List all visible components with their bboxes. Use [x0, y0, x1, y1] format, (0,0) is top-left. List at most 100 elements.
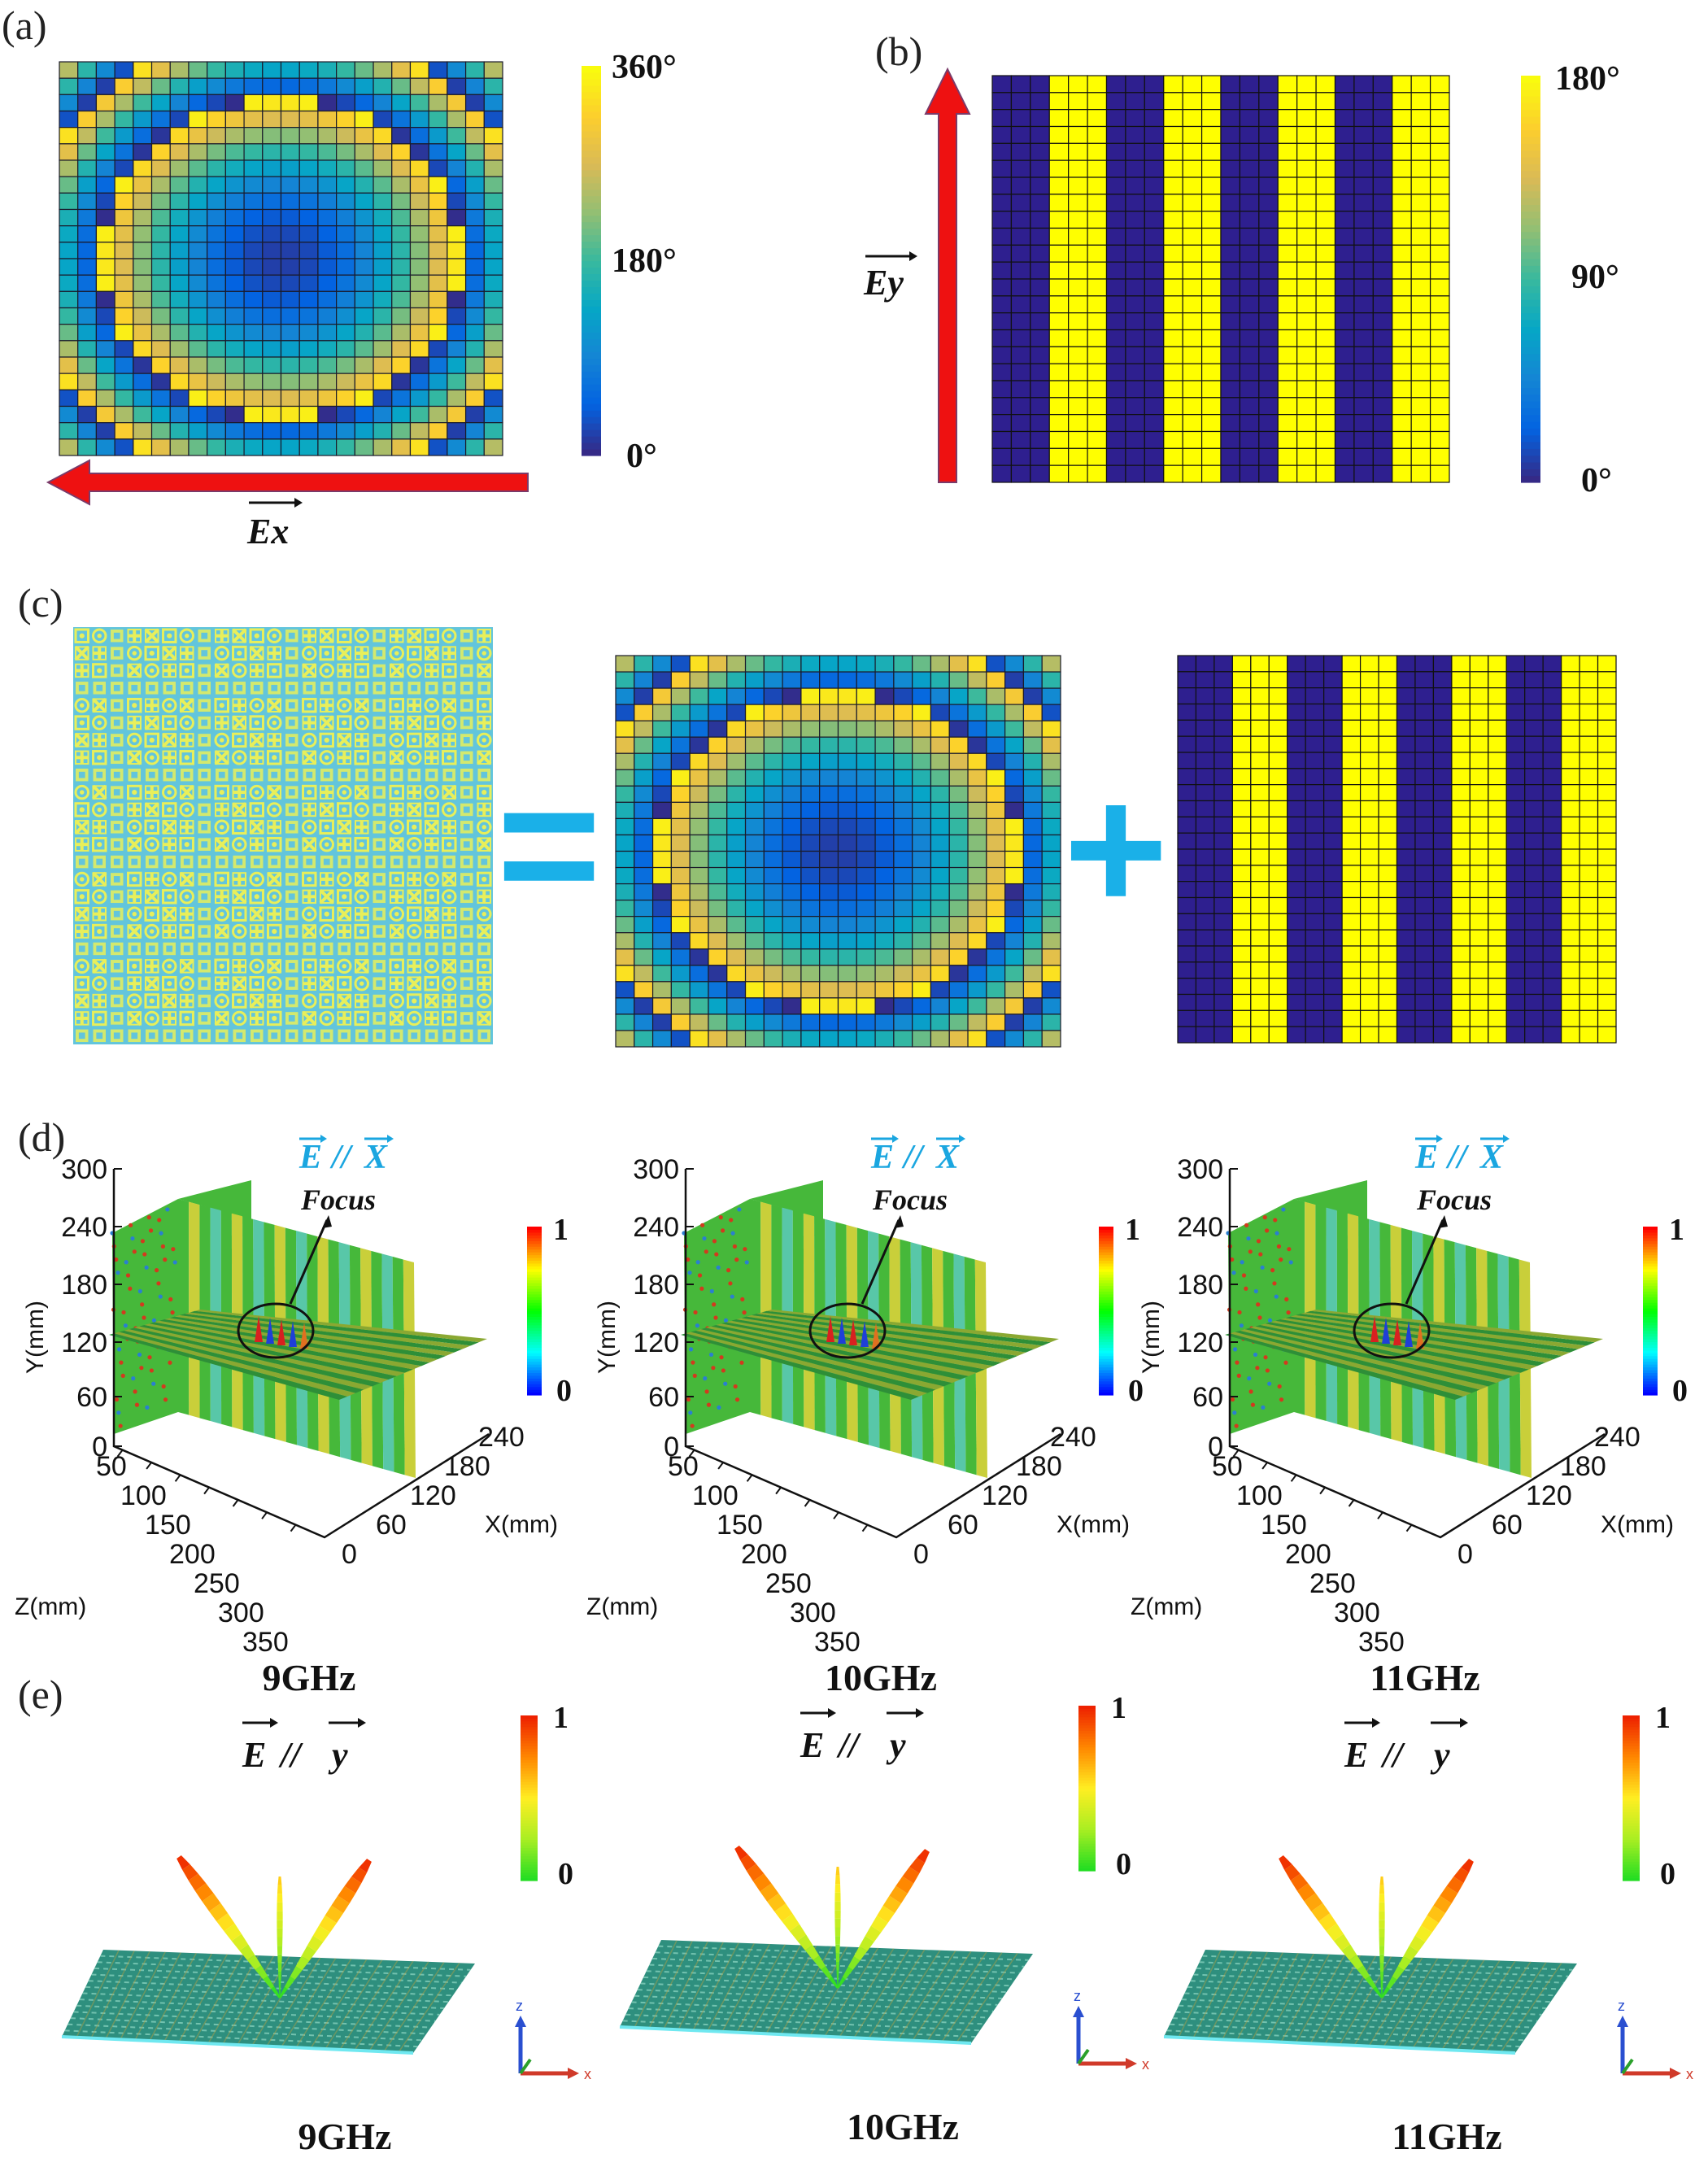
colorbar-segment — [1078, 1848, 1096, 1852]
unit-cell — [407, 785, 421, 800]
phase-cell — [207, 94, 226, 112]
phase-cell — [1195, 784, 1215, 802]
phase-cell — [1372, 414, 1393, 433]
phase-cell — [1505, 752, 1526, 769]
phase-cell — [1258, 430, 1279, 449]
phase-cell — [207, 356, 226, 374]
phase-cell — [1239, 125, 1260, 144]
phase-cell — [986, 850, 1006, 869]
lobe-segment — [319, 1915, 338, 1933]
lobe-segment — [734, 1845, 748, 1860]
colorbar-segment — [1521, 428, 1540, 436]
phase-cell — [1469, 752, 1489, 769]
phase-cell — [1429, 312, 1450, 331]
lobe-segment — [1380, 1986, 1390, 1999]
phase-cell — [819, 948, 839, 966]
unit-cell — [249, 697, 264, 713]
phase-cell — [409, 77, 429, 95]
colorbar-segment — [1623, 1756, 1640, 1760]
phase-cell — [1505, 735, 1526, 753]
phase-cell — [95, 373, 115, 390]
phase-cell — [1144, 125, 1165, 144]
unit-cell — [390, 976, 404, 991]
phase-cell — [1125, 109, 1145, 128]
unit-cell — [373, 629, 386, 643]
phase-cell — [1579, 896, 1599, 914]
phase-cell — [1323, 703, 1343, 721]
unit-cell — [249, 715, 264, 730]
phase-cell — [1195, 671, 1215, 689]
phase-cell — [464, 274, 485, 292]
phase-cell — [1359, 832, 1379, 850]
phase-cell — [634, 752, 654, 770]
phase-cell — [1414, 881, 1435, 899]
phase-cell — [744, 932, 765, 950]
phase-cell — [986, 932, 1006, 950]
phase-cell — [819, 866, 839, 885]
phase-cell — [856, 736, 876, 754]
phase-cell — [1239, 177, 1260, 195]
phase-cell — [800, 1013, 821, 1031]
phase-cell — [1392, 414, 1412, 433]
phase-cell — [298, 77, 319, 95]
phase-cell — [1022, 655, 1043, 673]
phase-cell — [856, 655, 876, 673]
colorbar-segment — [521, 1798, 538, 1802]
phase-cell — [1287, 978, 1306, 996]
phase-cell — [670, 801, 691, 820]
lobe-segment — [834, 1884, 841, 1893]
phase-cell — [1305, 1026, 1325, 1044]
unit-cell — [425, 663, 439, 678]
phase-cell — [1163, 75, 1183, 94]
phase-cell — [1597, 913, 1617, 931]
unit-cell — [181, 942, 194, 956]
phase-cell — [1004, 883, 1025, 901]
phase-cell — [1195, 687, 1215, 705]
phase-cell — [1177, 800, 1197, 817]
phase-cell — [1315, 125, 1336, 144]
phase-cell — [1414, 929, 1435, 947]
phase-cell — [1315, 109, 1336, 128]
phase-cell — [1177, 1009, 1197, 1027]
phase-cell — [837, 769, 857, 787]
phase-cell — [262, 208, 282, 227]
phase-cell — [1505, 832, 1526, 850]
unit-cell — [407, 836, 422, 852]
lobe-segment — [909, 1857, 926, 1874]
phase-cell — [744, 655, 765, 673]
field-stripe — [1296, 1314, 1579, 1353]
phase-cell — [670, 655, 691, 673]
phase-cell — [1323, 687, 1343, 705]
phase-cell — [1392, 312, 1412, 331]
phase-cell — [1561, 752, 1580, 769]
colorbar-segment — [1099, 1361, 1113, 1365]
colorbar-segment — [527, 1283, 542, 1287]
lobe-segment — [1446, 1876, 1464, 1894]
phase-cell — [447, 389, 467, 408]
phase-cell — [298, 405, 319, 424]
colorbar-segment — [1521, 143, 1540, 151]
unit-cell — [251, 682, 264, 695]
colorbar-segment — [527, 1237, 542, 1241]
phase-cell — [1125, 312, 1145, 331]
colorbar-segment — [1521, 157, 1540, 164]
phase-cell — [986, 687, 1006, 705]
phase-cell — [373, 192, 393, 211]
unit-cell — [319, 1010, 334, 1027]
triad-z-label: z — [1074, 1988, 1081, 2004]
phase-cell — [689, 965, 709, 983]
phase-cell — [1022, 997, 1043, 1015]
phase-cell — [391, 77, 412, 95]
colorbar-segment — [582, 189, 601, 197]
unit-cell — [337, 993, 352, 1009]
unit-cell — [460, 716, 473, 730]
phase-cell — [1334, 447, 1355, 466]
unit-cell — [477, 958, 492, 974]
unit-cell — [144, 628, 159, 643]
phase-cell — [1030, 109, 1050, 128]
lobe-segment — [1414, 1925, 1432, 1942]
phase-cell — [948, 1030, 969, 1048]
phase-cell — [77, 208, 98, 227]
phase-cell — [1524, 655, 1544, 673]
